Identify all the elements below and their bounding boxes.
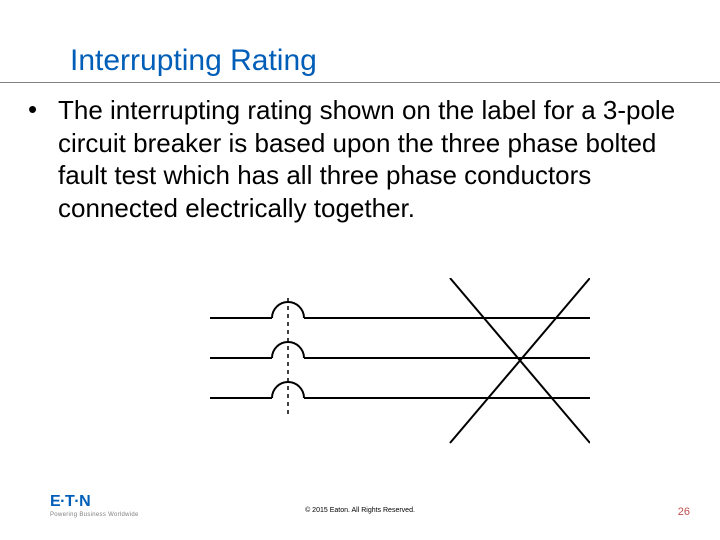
title-underline [0,82,720,83]
bullet-text: The interrupting rating shown on the lab… [58,94,680,224]
copyright-text: © 2015 Eaton. All Rights Reserved. [0,507,720,514]
bullet-block: • The interrupting rating shown on the l… [28,94,680,224]
bullet-marker: • [28,94,37,125]
footer-logo-block: E·T·N Powering Business Worldwide [50,493,139,518]
slide-title: Interrupting Rating [70,44,317,78]
page-number: 26 [678,506,690,518]
circuit-diagram [210,278,590,448]
